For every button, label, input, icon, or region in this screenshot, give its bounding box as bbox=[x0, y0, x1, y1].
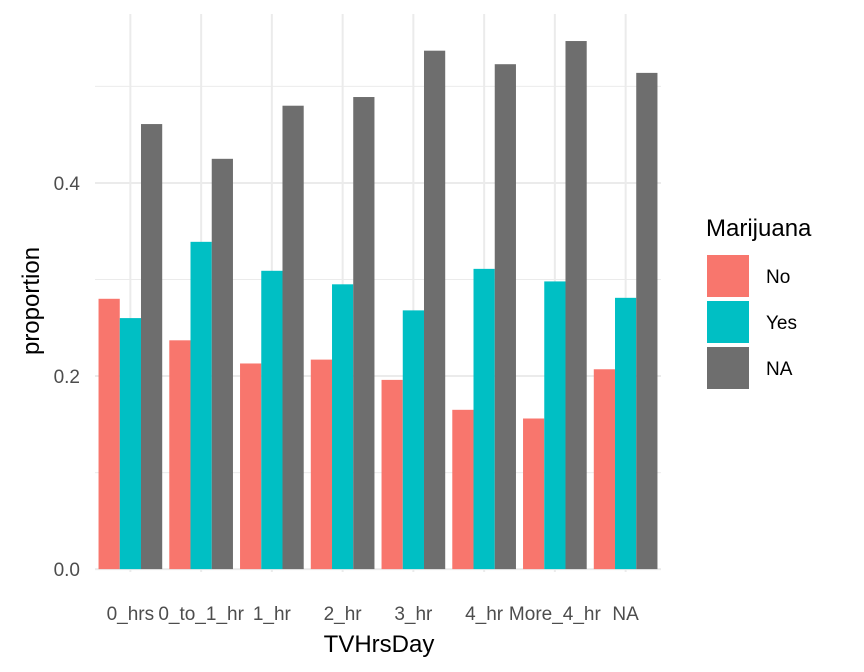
legend: Marijuana No Yes NA bbox=[706, 215, 812, 389]
bar bbox=[523, 418, 545, 570]
x-axis-title: TVHrsDay bbox=[324, 631, 435, 658]
bar bbox=[381, 379, 403, 570]
bar bbox=[423, 50, 446, 570]
x-tick-label: 1_hr bbox=[253, 604, 292, 625]
legend-title: Marijuana bbox=[706, 215, 812, 242]
y-axis-title: proportion bbox=[18, 247, 45, 355]
bar bbox=[261, 270, 283, 570]
bar bbox=[310, 359, 333, 570]
legend-key bbox=[707, 255, 749, 297]
x-tick-label: NA bbox=[612, 604, 639, 625]
bars bbox=[98, 41, 658, 570]
bar bbox=[593, 369, 616, 570]
x-tick-label: 4_hr bbox=[465, 604, 504, 625]
legend-key bbox=[707, 301, 749, 343]
legend-label: Yes bbox=[766, 313, 797, 334]
legend-label: No bbox=[766, 267, 790, 288]
x-tick-label: 0_hrs bbox=[107, 604, 155, 625]
x-tick-label: More_4_hr bbox=[509, 604, 602, 625]
bar bbox=[615, 297, 637, 570]
bar bbox=[565, 41, 587, 570]
x-tick-label: 0_to_1_hr bbox=[158, 604, 244, 625]
bar bbox=[190, 241, 212, 570]
bar bbox=[353, 97, 375, 570]
y-tick-labels: 0.0 0.2 0.4 bbox=[54, 174, 81, 581]
bar bbox=[452, 409, 474, 570]
x-tick-label: 3_hr bbox=[394, 604, 433, 625]
bar bbox=[282, 105, 304, 570]
bar bbox=[240, 363, 262, 570]
legend-label: NA bbox=[766, 359, 793, 380]
bar bbox=[211, 158, 233, 570]
y-tick-label: 0.2 bbox=[54, 367, 80, 388]
bar bbox=[494, 64, 516, 570]
bar bbox=[544, 281, 566, 570]
bar bbox=[169, 340, 191, 570]
bar bbox=[402, 310, 424, 570]
bar bbox=[332, 284, 354, 570]
y-tick-label: 0.0 bbox=[54, 560, 80, 581]
bar bbox=[98, 298, 120, 570]
legend-key bbox=[707, 347, 749, 389]
x-tick-labels: 0_hrs 0_to_1_hr 1_hr 2_hr 3_hr 4_hr More_4_hr N… bbox=[107, 604, 640, 625]
bar bbox=[636, 72, 658, 570]
x-tick-label: 2_hr bbox=[324, 604, 363, 625]
bar bbox=[119, 318, 141, 570]
bar bbox=[473, 268, 495, 570]
y-tick-label: 0.4 bbox=[54, 174, 81, 195]
bar bbox=[140, 124, 163, 570]
